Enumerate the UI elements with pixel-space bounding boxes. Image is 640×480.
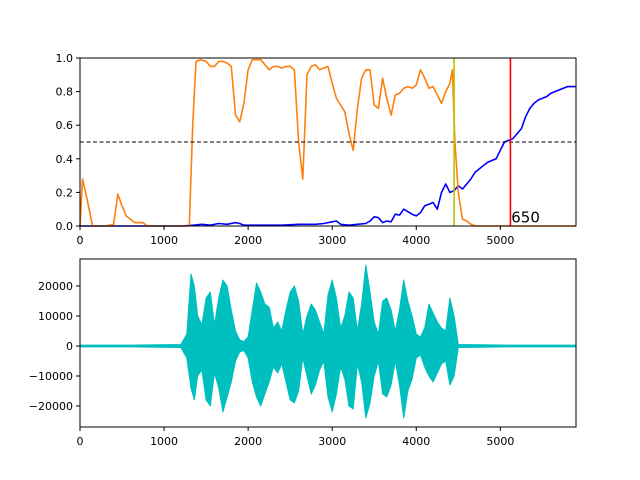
y-tick-label: 0.6 xyxy=(56,119,74,132)
y-tick-label: 0 xyxy=(66,340,73,353)
x-tick-label: 2000 xyxy=(234,234,262,247)
x-tick-label: 1000 xyxy=(150,234,178,247)
plot-frame xyxy=(79,57,577,227)
x-tick-label: 0 xyxy=(77,435,84,448)
x-tick-label: 3000 xyxy=(318,234,346,247)
y-tick-label: 1.0 xyxy=(56,52,74,65)
top-chart: 650 0 1000 2000 3000 4000 5000 0.0 0.2 0.4 0.6 0.8 1… xyxy=(56,52,577,247)
annotation-label: 650 xyxy=(511,209,540,227)
y-tick-label: 0.2 xyxy=(56,186,74,199)
bottom-chart: 0 1000 2000 3000 4000 5000 −20000 −10000 0 10000 2… xyxy=(29,258,577,448)
x-tick-label: 0 xyxy=(77,234,84,247)
y-tick-label: 0.8 xyxy=(56,86,74,99)
y-tick-label: 20000 xyxy=(38,280,73,293)
y-tick-label: 10000 xyxy=(38,310,73,323)
y-tick-label: −20000 xyxy=(29,400,73,413)
y-tick-label: 0.4 xyxy=(56,153,74,166)
series-line-0 xyxy=(80,85,576,227)
y-tick-label: 0.0 xyxy=(56,220,74,233)
x-tick-label: 4000 xyxy=(402,435,430,448)
x-tick-label: 4000 xyxy=(402,234,430,247)
x-tick-label: 1000 xyxy=(150,435,178,448)
x-tick-label: 5000 xyxy=(486,435,514,448)
x-tick-label: 2000 xyxy=(234,435,262,448)
x-tick-label: 3000 xyxy=(318,435,346,448)
plot-frame xyxy=(79,258,577,428)
x-tick-label: 5000 xyxy=(486,234,514,247)
y-tick-label: −10000 xyxy=(29,370,73,383)
